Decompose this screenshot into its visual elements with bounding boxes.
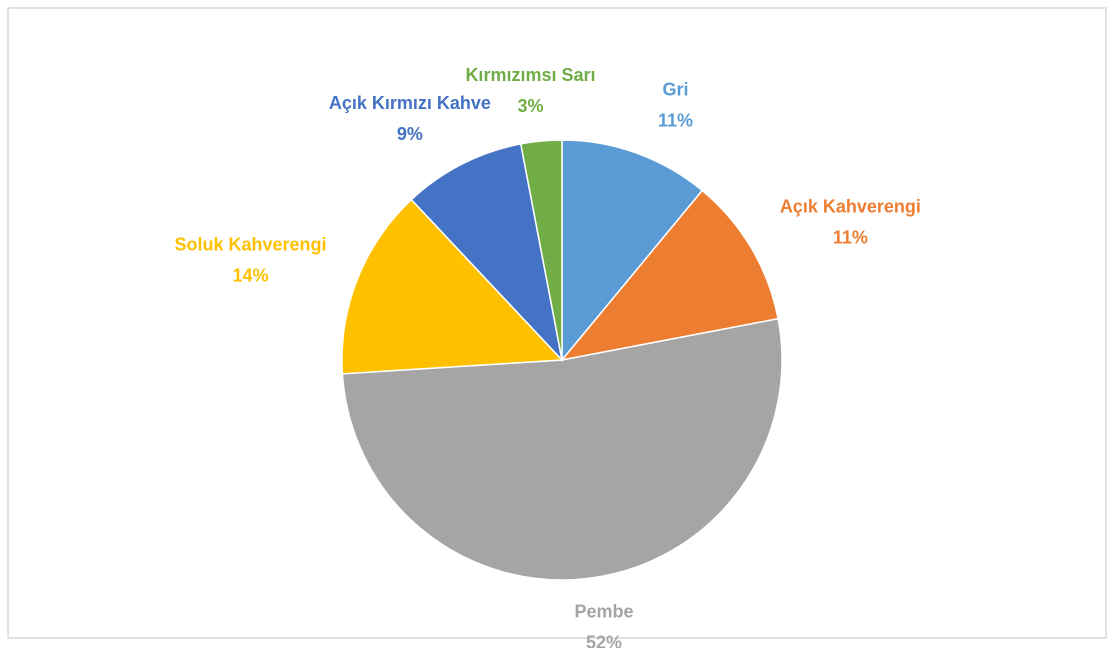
slice-value-label: 3%	[517, 96, 543, 116]
slice-label: Açık Kahverengi	[780, 196, 921, 216]
pie-slice	[519, 139, 563, 361]
slice-label: Açık Kırmızı Kahve	[329, 93, 491, 113]
pie-slice	[341, 198, 564, 375]
slice-value-label: 14%	[233, 265, 269, 285]
pie-slice	[561, 139, 704, 363]
slice-label: Kırmızımsı Sarı	[465, 65, 595, 85]
pie-slice	[410, 143, 564, 363]
pie-slice	[560, 189, 779, 362]
pie-slice	[341, 317, 783, 581]
slice-value-label: 52%	[586, 633, 622, 648]
slice-label: Gri	[662, 80, 688, 100]
slice-label: Soluk Kahverengi	[175, 234, 327, 254]
slice-value-label: 9%	[397, 124, 423, 144]
slice-value-label: 11%	[658, 111, 693, 131]
slice-label: Pembe	[574, 602, 633, 622]
slice-value-label: 11%	[833, 227, 868, 247]
